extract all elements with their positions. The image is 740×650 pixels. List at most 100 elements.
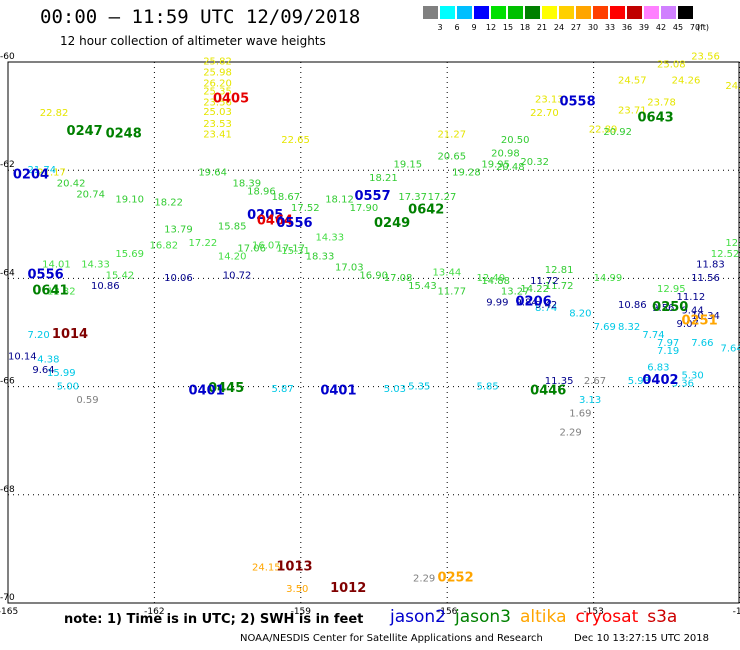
wave-height-value: 25.35 [203,86,232,97]
wave-height-value: 12.32 [47,287,76,298]
pass-time-label: 0557 [354,189,390,204]
wave-height-value: 9.42 [535,300,557,311]
wave-height-value: 10.86 [618,300,647,311]
pass-time-label: 0556 [28,267,64,282]
color-swatch [593,6,609,19]
wave-height-value: 15.69 [115,249,144,260]
color-tick-label: 70 [689,23,701,32]
color-tick-label: 24 [553,23,565,32]
wave-height-value: 2.67 [584,376,606,387]
wave-height-value: 22.82 [40,108,69,119]
color-tick-label: 36 [621,23,633,32]
pass-time-label: 0446 [530,384,566,399]
credit-text: NOAA/NESDIS Center for Satellite Applica… [240,633,543,644]
satellite-jason2: jason2 [390,607,446,627]
color-swatch [525,6,541,19]
wave-height-value: 25.82 [203,57,232,68]
color-tick-label: 33 [604,23,616,32]
wave-height-value: 12.40 [476,273,505,284]
wave-height-value: 18.67 [272,192,301,203]
x-tick-label: -162 [144,607,164,617]
pass-time-label: 0250 [652,300,688,315]
wave-height-value: 12.81 [545,265,574,276]
wave-height-value: 12.58 [725,238,740,249]
wave-height-value: 7.19 [657,346,679,357]
wave-height-value: 20.42 [57,178,86,189]
wave-height-value: 23.78 [647,97,676,108]
wave-height-value: 11.83 [696,260,725,271]
pass-time-label: 0405 [213,92,249,107]
wave-height-value: 19.64 [198,168,227,179]
footnote: note: 1) Time is in UTC; 2) SWH is in fe… [64,612,364,627]
wave-height-value: 7.20 [28,330,50,341]
pass-time-label: 0206 [516,294,552,309]
wave-height-value: 20.50 [501,135,530,146]
color-tick-label: 39 [638,23,650,32]
wave-height-value: 7.64 [720,343,740,354]
generated-timestamp: Dec 10 13:27:15 UTC 2018 [574,633,710,644]
color-swatch [627,6,643,19]
wave-height-value: 9.44 [681,306,703,317]
wave-height-value: 15.99 [47,368,76,379]
wave-height-value: 11.72 [545,281,574,292]
color-swatch [508,6,524,19]
wave-height-value: 13.79 [164,224,193,235]
wave-height-value: 22.65 [281,135,310,146]
wave-height-value: 14.99 [594,273,623,284]
color-tick-label: 45 [672,23,684,32]
wave-height-value: 15.85 [218,222,247,233]
x-tick-label: -165 [0,607,18,617]
wave-height-value: 18.33 [306,251,335,262]
wave-height-value: 10.06 [164,273,193,284]
wave-height-value: 5.87 [272,384,294,395]
wave-height-value: 12.95 [657,284,686,295]
chart-subtitle: 12 hour collection of altimeter wave hei… [60,34,326,48]
y-tick-label: -66 [0,377,15,387]
wave-height-value: 5.00 [57,381,79,392]
wave-height-value: 9.84 [516,297,538,308]
color-swatch [542,6,558,19]
wave-height-value: 25.98 [203,68,232,79]
wave-height-value: 23.13 [535,95,564,106]
x-tick-label: -15 [733,607,740,617]
wave-height-value: 11.72 [530,276,559,287]
color-tick-label: 42 [655,23,667,32]
wave-height-value: 10.86 [91,281,120,292]
wave-height-value: 17.17 [276,243,305,254]
wave-height-value: 23.53 [203,119,232,130]
color-tick-label: 9 [471,23,477,32]
wave-height-value: 22.70 [530,108,559,119]
wave-height-value: 18.21 [369,173,398,184]
pass-time-label: 0464 [257,213,293,228]
wave-height-value: 20.65 [437,151,466,162]
color-tick-label: 27 [570,23,582,32]
color-swatch [610,6,626,19]
color-tick-label: 21 [536,23,548,32]
wave-height-value: 5.35 [408,381,430,392]
wave-height-value: 9.99 [486,297,508,308]
y-tick-label: -64 [0,268,15,278]
pass-time-label: 0556 [276,216,312,231]
wave-height-value: 8.20 [569,308,591,319]
color-swatch [440,6,456,19]
pass-time-label: 0248 [106,127,142,142]
wave-height-value: 23.41 [203,130,232,141]
wave-height-value: 7.66 [691,338,713,349]
color-swatch [644,6,660,19]
satellite-altika: altika [520,607,567,627]
wave-height-value: 22.89 [589,124,618,135]
wave-height-value: 16.07 [252,241,281,252]
wave-height-value: 18.39 [232,178,261,189]
y-tick-label: -62 [0,160,15,170]
wave-height-value: 21.17 [37,168,66,179]
satellite-s3a: s3a [647,607,678,627]
wave-height-value: 9.07 [677,319,699,330]
wave-height-value: 4.38 [37,354,59,365]
wave-height-value: 16.90 [359,270,388,281]
wave-height-value: 19.10 [115,195,144,206]
wave-height-value: 8.74 [535,303,557,314]
wave-height-value: 14.22 [520,284,549,295]
wave-height-value: 12.52 [711,249,740,260]
wave-height-value: 11.35 [545,376,574,387]
